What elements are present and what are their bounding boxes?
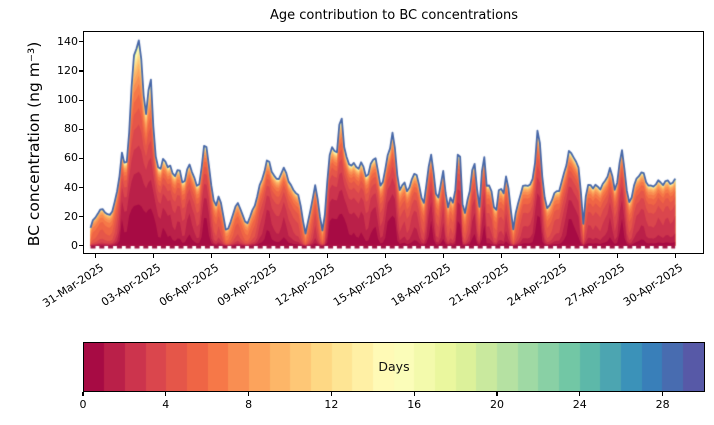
x-tick-mark: [442, 254, 444, 258]
y-tick-mark: [79, 41, 83, 43]
y-tick-mark: [79, 99, 83, 101]
x-tick-label: 21-Apr-2025: [447, 261, 512, 309]
y-tick-mark: [79, 245, 83, 247]
x-tick-label: 24-Apr-2025: [505, 261, 570, 309]
x-tick-mark: [500, 254, 502, 258]
colorbar-tick-label: 0: [79, 398, 87, 411]
colorbar-tick-label: 28: [655, 398, 670, 411]
colorbar-tick-mark: [82, 392, 84, 396]
colorbar-tick-mark: [413, 392, 415, 396]
colorbar-tick-label: 4: [162, 398, 170, 411]
y-tick-mark: [79, 186, 83, 189]
colorbar-tick-label: 16: [407, 398, 422, 411]
x-tick-mark: [384, 254, 386, 258]
x-tick-label: 18-Apr-2025: [389, 261, 454, 309]
colorbar-tick-mark: [248, 392, 250, 396]
x-tick-mark: [210, 254, 213, 258]
x-tick-label: 30-Apr-2025: [621, 261, 686, 309]
colorbar-tick-label: 24: [572, 398, 587, 411]
colorbar-tick-mark: [579, 392, 581, 396]
y-tick-label: 120: [57, 64, 78, 78]
colorbar-tick-mark: [330, 392, 332, 396]
y-tick-mark: [79, 70, 83, 72]
y-tick-mark: [79, 157, 83, 159]
y-tick-label: 100: [57, 93, 78, 107]
chart-title: Age contribution to BC concentrations: [269, 8, 519, 23]
y-axis-label: BC concentration (ng m⁻³): [25, 41, 43, 247]
x-tick-label: 12-Apr-2025: [273, 261, 338, 309]
colorbar-tick-mark: [662, 392, 664, 396]
plot-area: [83, 31, 704, 254]
x-tick-label: 06-Apr-2025: [157, 261, 222, 309]
y-tick-label: 0: [71, 238, 78, 252]
x-tick-label: 31-Mar-2025: [39, 261, 106, 311]
colorbar: Days: [83, 342, 705, 392]
x-tick-label: 27-Apr-2025: [563, 261, 628, 309]
x-tick-label: 15-Apr-2025: [331, 261, 396, 309]
colorbar-tick-label: 20: [490, 398, 504, 411]
x-tick-mark: [94, 254, 97, 258]
x-tick-mark: [674, 254, 676, 258]
y-tick-label: 80: [64, 122, 78, 136]
x-tick-mark: [558, 254, 560, 258]
y-tick-label: 140: [57, 34, 78, 48]
y-tick-label: 20: [64, 209, 78, 223]
x-tick-mark: [152, 254, 155, 258]
colorbar-label: Days: [378, 358, 410, 374]
x-tick-mark: [326, 254, 329, 258]
y-tick-mark: [79, 128, 83, 130]
y-tick-mark: [79, 216, 83, 218]
colorbar-tick-mark: [496, 392, 498, 396]
colorbar-gradient-canvas: [84, 343, 704, 391]
y-tick-label: 60: [64, 151, 78, 165]
x-tick-label: 03-Apr-2025: [99, 261, 164, 309]
x-tick-label: 09-Apr-2025: [215, 261, 280, 309]
x-tick-mark: [616, 254, 618, 258]
colorbar-tick-mark: [165, 392, 167, 396]
x-tick-mark: [268, 254, 271, 258]
colorbar-tick-label: 8: [245, 398, 253, 411]
colorbar-tick-label: 12: [324, 398, 339, 411]
stacked-area-canvas: [84, 32, 703, 253]
y-tick-label: 40: [64, 180, 78, 194]
